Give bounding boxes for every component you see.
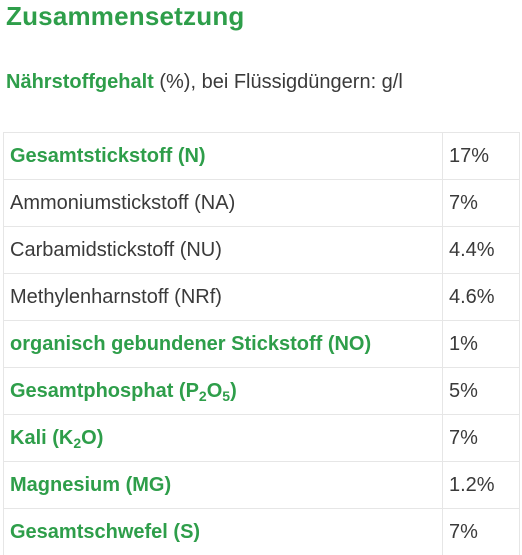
- table-row: Gesamtstickstoff (N) 17%: [3, 132, 520, 180]
- table-row: Methylenharnstoff (NRf) 4.6%: [3, 273, 520, 321]
- nutrient-value: 4.6%: [442, 273, 520, 321]
- nutrient-value: 1.2%: [442, 461, 520, 509]
- nutrient-value: 4.4%: [442, 226, 520, 274]
- nutrient-content-label: Nährstoffgehalt: [6, 71, 154, 93]
- table-row: Carbamidstickstoff (NU) 4.4%: [3, 226, 520, 274]
- nutrient-name: Carbamidstickstoff (NU): [3, 226, 443, 274]
- nutrient-content-caption: Nährstoffgehalt (%), bei Flüssigdüngern:…: [6, 71, 403, 94]
- composition-table: Gesamtstickstoff (N) 17% Ammoniumstickst…: [3, 132, 520, 555]
- nutrient-value: 7%: [442, 414, 520, 462]
- nutrient-name: Ammoniumstickstoff (NA): [3, 179, 443, 227]
- nutrient-value: 7%: [442, 508, 520, 555]
- nutrient-name: Gesamtschwefel (S): [3, 508, 443, 555]
- nutrient-value: 17%: [442, 132, 520, 180]
- table-row: Gesamtphosphat (P2O5) 5%: [3, 367, 520, 415]
- nutrient-name: organisch gebundener Stickstoff (NO): [3, 320, 443, 368]
- table-row: Magnesium (MG) 1.2%: [3, 461, 520, 509]
- nutrient-value: 5%: [442, 367, 520, 415]
- nutrient-value: 1%: [442, 320, 520, 368]
- nutrient-name: Magnesium (MG): [3, 461, 443, 509]
- nutrient-name: Gesamtstickstoff (N): [3, 132, 443, 180]
- page-title: Zusammensetzung: [6, 1, 245, 31]
- table-row: Gesamtschwefel (S) 7%: [3, 508, 520, 555]
- table-row: organisch gebundener Stickstoff (NO) 1%: [3, 320, 520, 368]
- nutrient-content-unit-note: (%), bei Flüssigdüngern: g/l: [153, 71, 403, 93]
- nutrient-name: Gesamtphosphat (P2O5): [3, 367, 443, 415]
- nutrient-name: Methylenharnstoff (NRf): [3, 273, 443, 321]
- table-row: Ammoniumstickstoff (NA) 7%: [3, 179, 520, 227]
- table-row: Kali (K2O) 7%: [3, 414, 520, 462]
- nutrient-name: Kali (K2O): [3, 414, 443, 462]
- nutrient-value: 7%: [442, 179, 520, 227]
